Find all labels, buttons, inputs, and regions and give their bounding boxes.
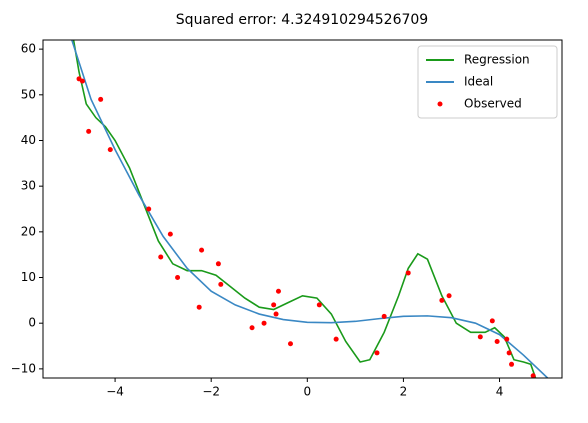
data-point (261, 320, 267, 326)
plot-area (71, 40, 549, 378)
data-point (477, 334, 483, 340)
data-point (509, 361, 515, 367)
data-point (489, 318, 495, 324)
y-tick-label: 0 (28, 316, 36, 330)
chart-title: Squared error: 4.324910294526709 (176, 12, 428, 28)
legend-label: Observed (464, 97, 522, 111)
data-point (98, 96, 104, 102)
data-point (167, 231, 173, 237)
data-point (86, 128, 92, 134)
legend-box (417, 45, 558, 119)
x-tick-label: 2 (400, 385, 408, 399)
y-tick-label: −10 (11, 361, 36, 375)
axes-frame (42, 39, 563, 379)
series-line (72, 40, 537, 378)
data-point (439, 297, 445, 303)
data-point (215, 261, 221, 267)
x-tick-label: −2 (202, 385, 220, 399)
x-tick-label: −4 (106, 385, 124, 399)
x-tick-label: 0 (303, 385, 311, 399)
data-point (199, 247, 205, 253)
data-point (374, 350, 380, 356)
data-point (405, 270, 411, 276)
legend-label: Regression (464, 53, 530, 67)
data-point (273, 311, 279, 317)
data-point (287, 341, 293, 347)
legend-label: Ideal (464, 75, 493, 89)
data-point (316, 302, 322, 308)
data-point (196, 304, 202, 310)
data-point (506, 350, 512, 356)
data-point (275, 288, 281, 294)
y-tick-label: 40 (21, 133, 36, 147)
y-tick-label: 50 (21, 87, 36, 101)
data-point (107, 147, 113, 153)
data-point (530, 373, 536, 378)
data-point (446, 293, 452, 299)
data-point (79, 78, 85, 84)
data-point (218, 281, 224, 287)
y-tick-label: 60 (21, 42, 36, 56)
legend-swatch (437, 101, 443, 107)
data-point (146, 206, 152, 212)
data-point (158, 254, 164, 260)
y-tick-label: 30 (21, 179, 36, 193)
data-point (504, 336, 510, 342)
y-tick-label: 10 (21, 270, 36, 284)
y-tick-label: 20 (21, 224, 36, 238)
data-point (494, 338, 500, 344)
data-point (175, 275, 181, 281)
x-tick-label: 4 (496, 385, 504, 399)
data-point (333, 336, 339, 342)
data-point (381, 313, 387, 319)
data-point (249, 325, 255, 331)
data-point (271, 302, 277, 308)
